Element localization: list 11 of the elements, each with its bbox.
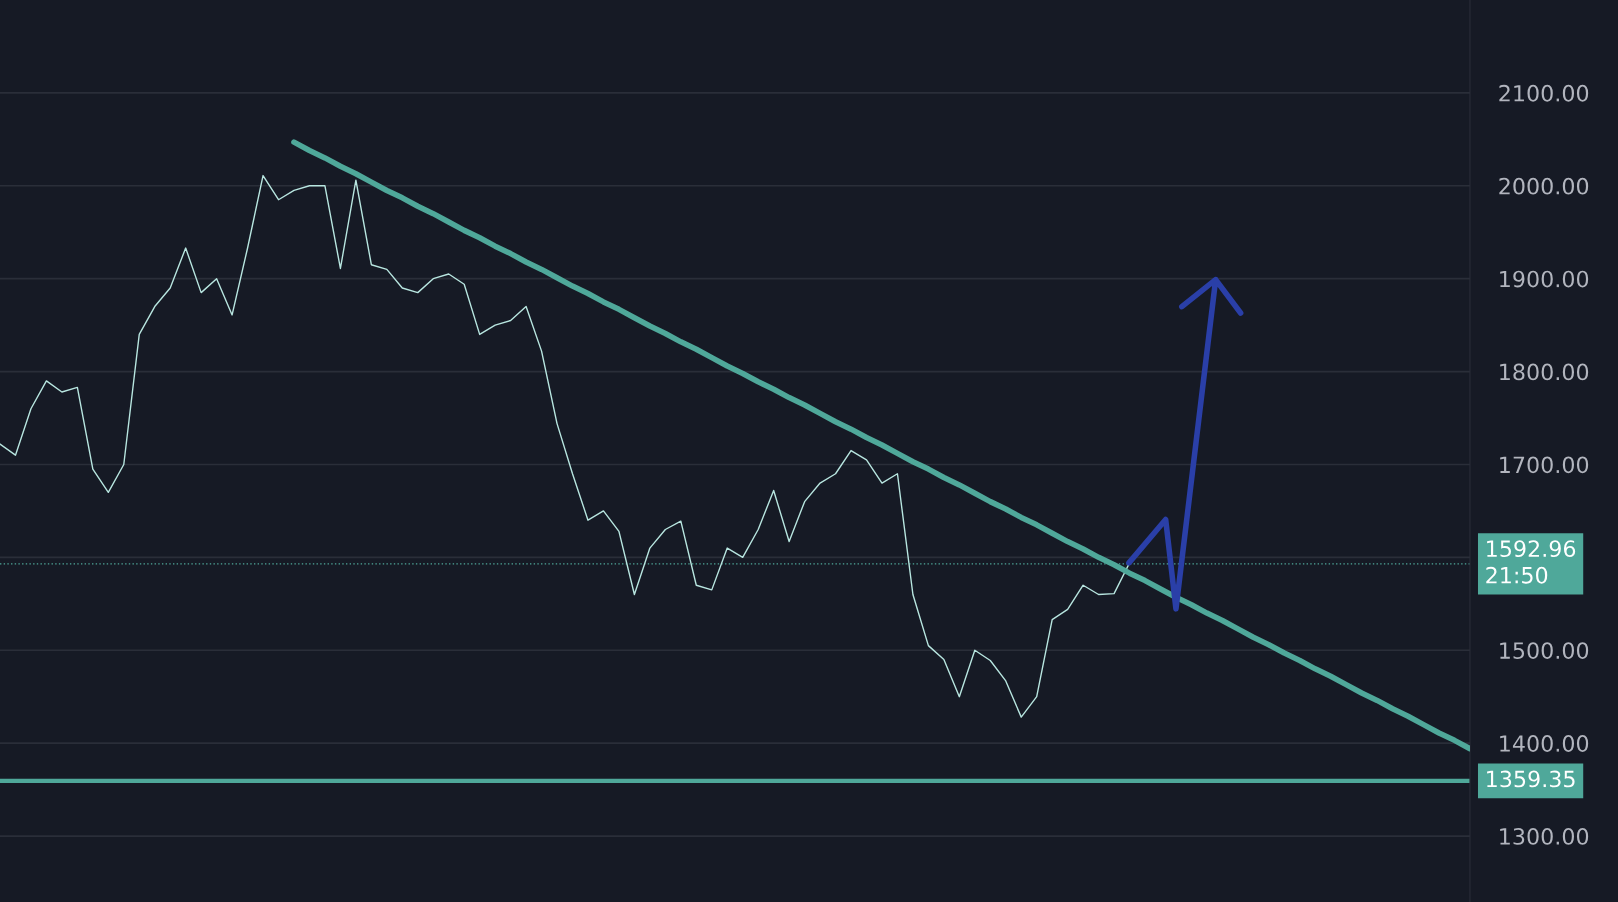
y-tick-label: 1800.00: [1500, 363, 1589, 381]
y-tick-label: 1400.00: [1500, 735, 1589, 752]
y-tick-label: 1900.00: [1500, 270, 1589, 288]
y-tick-label: 1300.00: [1500, 827, 1589, 845]
y-tick-label: 2000.00: [1499, 177, 1589, 195]
line-series: [0, 174, 1131, 718]
y-tick-label: 2100.00: [1499, 84, 1589, 102]
y-tick-label: 1700.00: [1500, 456, 1589, 474]
ref-line-label: 1592.96 21:50: [1486, 540, 1576, 584]
ref-line-label: 1359.35: [1487, 770, 1575, 788]
y-tick-label: 1500.00: [1500, 642, 1589, 660]
